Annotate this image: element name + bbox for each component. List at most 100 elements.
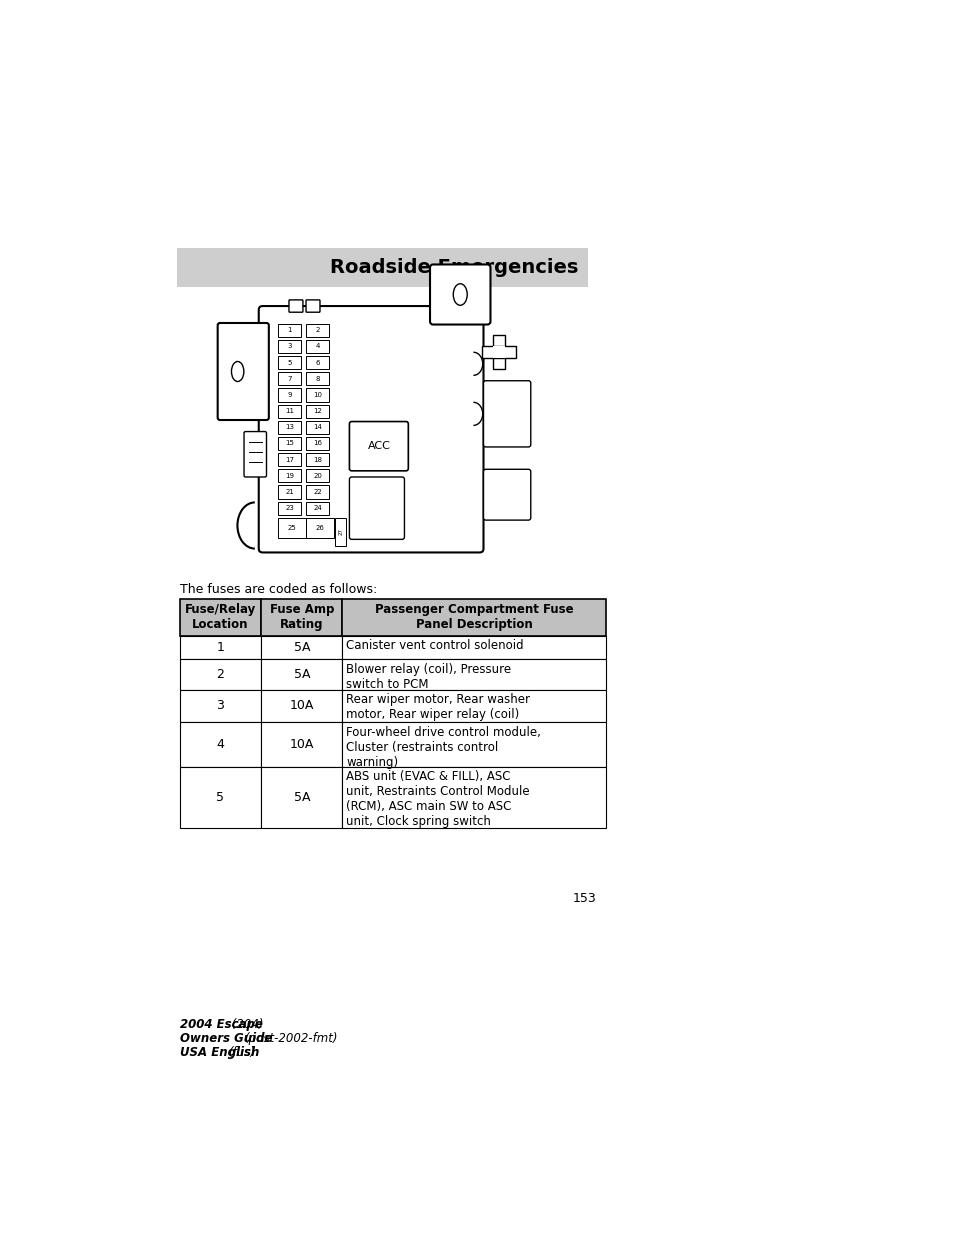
Text: 5A: 5A [294, 641, 310, 653]
Text: 5A: 5A [294, 668, 310, 680]
Text: Fuse/Relay
Location: Fuse/Relay Location [185, 603, 255, 631]
Text: 5: 5 [287, 359, 292, 366]
Bar [278, 389, 301, 401]
Text: 1: 1 [216, 641, 224, 653]
Bar [179, 767, 261, 829]
Bar [306, 324, 329, 337]
Bar [342, 599, 605, 636]
Bar [493, 336, 505, 369]
Text: 12: 12 [313, 408, 322, 414]
Text: 10: 10 [313, 391, 322, 398]
Bar [306, 356, 329, 369]
Text: (fus): (fus) [229, 1046, 255, 1060]
Bar [306, 517, 334, 537]
Bar [342, 636, 605, 658]
Text: 21: 21 [285, 489, 294, 495]
Bar [481, 346, 516, 358]
Bar [179, 689, 261, 721]
Text: 14: 14 [313, 425, 322, 430]
FancyBboxPatch shape [349, 421, 408, 471]
Bar [261, 658, 342, 689]
Bar [278, 356, 301, 369]
Text: 8: 8 [315, 375, 319, 382]
Bar [278, 501, 301, 515]
Text: 24: 24 [313, 505, 322, 511]
Text: 3: 3 [287, 343, 292, 350]
FancyBboxPatch shape [430, 264, 490, 325]
Text: 20: 20 [313, 473, 322, 479]
Text: USA English: USA English [179, 1046, 263, 1060]
FancyBboxPatch shape [349, 477, 404, 540]
Text: ACC: ACC [367, 441, 390, 451]
Bar [278, 453, 301, 466]
Text: 5A: 5A [294, 790, 310, 804]
Text: Blower relay (coil), Pressure
switch to PCM: Blower relay (coil), Pressure switch to … [346, 662, 511, 690]
Bar [278, 437, 301, 450]
Text: 18: 18 [313, 457, 322, 463]
Text: 10A: 10A [290, 737, 314, 751]
Text: 153: 153 [572, 893, 596, 905]
FancyBboxPatch shape [483, 469, 530, 520]
Bar [179, 658, 261, 689]
Bar [261, 599, 342, 636]
Bar [261, 767, 342, 829]
Bar [278, 372, 301, 385]
Text: Owners Guide: Owners Guide [179, 1032, 276, 1045]
Text: 15: 15 [285, 441, 294, 447]
Text: 3: 3 [216, 699, 224, 713]
Text: Passenger Compartment Fuse
Panel Description: Passenger Compartment Fuse Panel Descrip… [375, 603, 573, 631]
Text: 25: 25 [288, 525, 296, 531]
Text: The fuses are coded as follows:: The fuses are coded as follows: [179, 583, 376, 597]
Text: 19: 19 [285, 473, 294, 479]
Bar [306, 405, 329, 417]
Text: Roadside Emergencies: Roadside Emergencies [330, 258, 578, 277]
Text: 23: 23 [285, 505, 294, 511]
Text: 1: 1 [287, 327, 292, 333]
Text: 26: 26 [315, 525, 324, 531]
Bar [306, 485, 329, 499]
Bar [278, 324, 301, 337]
Bar [278, 485, 301, 499]
Bar [177, 248, 587, 287]
Bar [306, 372, 329, 385]
Bar [261, 636, 342, 658]
FancyBboxPatch shape [244, 431, 266, 477]
Bar [493, 346, 505, 358]
Text: 27: 27 [338, 529, 343, 535]
Bar [278, 340, 301, 353]
Bar [342, 689, 605, 721]
Text: (204): (204) [228, 1019, 263, 1031]
FancyBboxPatch shape [258, 306, 483, 552]
Bar [306, 501, 329, 515]
Text: 13: 13 [285, 425, 294, 430]
Bar [179, 636, 261, 658]
Text: 4: 4 [216, 737, 224, 751]
Text: ABS unit (EVAC & FILL), ASC
unit, Restraints Control Module
(RCM), ASC main SW t: ABS unit (EVAC & FILL), ASC unit, Restra… [346, 771, 530, 829]
Bar [306, 469, 329, 483]
Bar [179, 599, 261, 636]
Bar [306, 421, 329, 433]
Text: 11: 11 [285, 408, 294, 414]
Text: 2: 2 [216, 668, 224, 680]
Text: 7: 7 [287, 375, 292, 382]
Text: (post-2002-fmt): (post-2002-fmt) [244, 1032, 337, 1045]
Bar [278, 469, 301, 483]
Bar [278, 421, 301, 433]
Text: 22: 22 [313, 489, 322, 495]
Bar [342, 767, 605, 829]
Bar [278, 405, 301, 417]
Bar [306, 453, 329, 466]
Text: 2004 Escape: 2004 Escape [179, 1019, 262, 1031]
Text: 9: 9 [287, 391, 292, 398]
Text: 17: 17 [285, 457, 294, 463]
Bar [306, 437, 329, 450]
FancyBboxPatch shape [289, 300, 303, 312]
Text: Rear wiper motor, Rear washer
motor, Rear wiper relay (coil): Rear wiper motor, Rear washer motor, Rea… [346, 693, 530, 721]
Text: Canister vent control solenoid: Canister vent control solenoid [346, 640, 523, 652]
Ellipse shape [453, 284, 467, 305]
FancyBboxPatch shape [483, 380, 530, 447]
Text: Fuse Amp
Rating: Fuse Amp Rating [270, 603, 334, 631]
Text: Four-wheel drive control module,
Cluster (restraints control
warning): Four-wheel drive control module, Cluster… [346, 726, 540, 768]
Text: 10A: 10A [290, 699, 314, 713]
Text: 16: 16 [313, 441, 322, 447]
